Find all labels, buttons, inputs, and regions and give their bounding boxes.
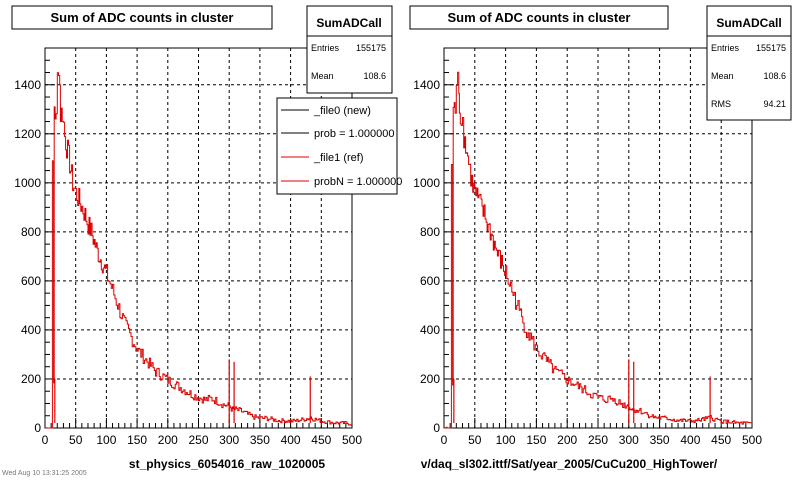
x-tick-label: 300 bbox=[619, 433, 639, 447]
x-tick-label: 50 bbox=[468, 433, 482, 447]
left-legend-item-1: prob = 1.000000 bbox=[314, 128, 394, 140]
left-spikes bbox=[54, 359, 311, 424]
x-tick-label: 200 bbox=[158, 433, 178, 447]
y-tick-label: 1400 bbox=[14, 78, 41, 92]
right-x-axis-label: v/daq_sl302.ittf/Sat/year_2005/CuCu200_H… bbox=[421, 457, 718, 471]
x-tick-label: 250 bbox=[588, 433, 608, 447]
left-x-axis-label: st_physics_6054016_raw_1020005 bbox=[129, 457, 325, 471]
x-tick-label: 500 bbox=[742, 433, 762, 447]
left-legend: _file0 (new) prob = 1.000000 _file1 (ref… bbox=[276, 97, 402, 195]
x-tick-label: 0 bbox=[441, 433, 448, 447]
left-chart-title: Sum of ADC counts in cluster bbox=[51, 10, 234, 25]
y-tick-label: 1200 bbox=[14, 127, 41, 141]
left-stats-box: SumADCall Entries 155175 Mean 108.6 bbox=[306, 5, 393, 94]
y-tick-label: 600 bbox=[21, 274, 41, 288]
right-x-axis: 0 50 100 150 200 250 300 350 400 450 500 bbox=[441, 418, 762, 447]
y-tick-label: 0 bbox=[34, 421, 41, 435]
left-y-axis: 0 200 400 600 800 1000 1200 1400 bbox=[14, 47, 55, 435]
right-series-line bbox=[444, 71, 752, 429]
x-tick-label: 500 bbox=[342, 433, 362, 447]
left-title-box: Sum of ADC counts in cluster bbox=[11, 5, 273, 30]
x-tick-label: 100 bbox=[96, 433, 116, 447]
y-tick-label: 1200 bbox=[413, 127, 440, 141]
x-tick-label: 150 bbox=[127, 433, 147, 447]
right-stats-mean-label: Mean bbox=[711, 71, 734, 81]
y-tick-label: 1000 bbox=[14, 176, 41, 190]
right-spikes bbox=[453, 359, 711, 424]
x-tick-label: 150 bbox=[526, 433, 546, 447]
right-y-axis: 0 200 400 600 800 1000 1200 1400 bbox=[413, 47, 454, 435]
left-series-line-ref bbox=[45, 72, 352, 429]
x-tick-label: 200 bbox=[557, 433, 577, 447]
left-pad: Sum of ADC counts in cluster 0 200 400 600 8… bbox=[2, 5, 402, 477]
x-tick-label: 250 bbox=[188, 433, 208, 447]
left-stats-entries-label: Entries bbox=[311, 43, 340, 53]
x-tick-label: 50 bbox=[69, 433, 83, 447]
left-stats-name: SumADCall bbox=[316, 16, 381, 30]
x-tick-label: 0 bbox=[42, 433, 49, 447]
x-tick-label: 300 bbox=[219, 433, 239, 447]
left-stats-entries-value: 155175 bbox=[356, 43, 386, 53]
right-stats-rms-value: 94.21 bbox=[763, 99, 786, 109]
y-tick-label: 1000 bbox=[413, 176, 440, 190]
x-tick-label: 350 bbox=[650, 433, 670, 447]
timestamp-text: Wed Aug 10 13:31:25 2005 bbox=[2, 470, 87, 477]
right-stats-rms-label: RMS bbox=[711, 99, 731, 109]
right-stats-name: SumADCall bbox=[716, 16, 781, 30]
right-pad: Sum of ADC counts in cluster 0 200 400 600 8… bbox=[409, 5, 792, 471]
right-title-box: Sum of ADC counts in cluster bbox=[409, 5, 669, 30]
y-tick-label: 600 bbox=[420, 274, 440, 288]
left-stats-mean-value: 108.6 bbox=[363, 71, 386, 81]
y-tick-label: 1400 bbox=[413, 78, 440, 92]
left-legend-item-2: _file1 (ref) bbox=[313, 152, 364, 164]
x-tick-label: 100 bbox=[496, 433, 516, 447]
left-stats-mean-label: Mean bbox=[311, 71, 334, 81]
right-plot-frame bbox=[443, 47, 753, 429]
right-stats-entries-value: 155175 bbox=[756, 43, 786, 53]
right-stats-mean-value: 108.6 bbox=[763, 71, 786, 81]
y-tick-label: 0 bbox=[433, 421, 440, 435]
y-tick-label: 200 bbox=[21, 372, 41, 386]
y-tick-label: 400 bbox=[420, 323, 440, 337]
y-tick-label: 800 bbox=[21, 225, 41, 239]
x-tick-label: 400 bbox=[281, 433, 301, 447]
left-legend-item-3: probN = 1.000000 bbox=[314, 176, 402, 188]
right-chart-title: Sum of ADC counts in cluster bbox=[448, 10, 631, 25]
left-legend-item-0: _file0 (new) bbox=[313, 105, 371, 117]
x-tick-label: 450 bbox=[311, 433, 331, 447]
right-stats-box: SumADCall Entries 155175 Mean 108.6 RMS … bbox=[706, 5, 792, 121]
right-stats-entries-label: Entries bbox=[711, 43, 740, 53]
x-tick-label: 450 bbox=[711, 433, 731, 447]
x-tick-label: 350 bbox=[250, 433, 270, 447]
y-tick-label: 800 bbox=[420, 225, 440, 239]
y-tick-label: 200 bbox=[420, 372, 440, 386]
x-tick-label: 400 bbox=[680, 433, 700, 447]
y-tick-label: 400 bbox=[21, 323, 41, 337]
